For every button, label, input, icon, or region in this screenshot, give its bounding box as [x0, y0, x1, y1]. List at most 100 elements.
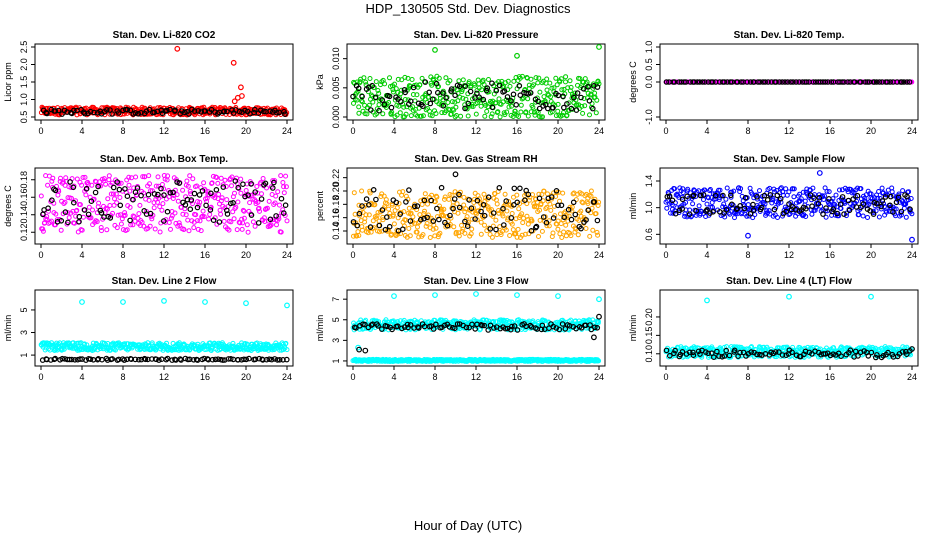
y-tick-label: 1.0 [19, 93, 29, 106]
chart-title: Stan. Dev. Line 2 Flow [112, 276, 217, 287]
x-tick-label: 0 [350, 250, 355, 260]
data-point [513, 102, 520, 108]
data-point [696, 203, 702, 209]
data-point [218, 198, 224, 204]
y-tick-label: 0.12 [19, 223, 29, 241]
data-point [258, 196, 265, 202]
data-point [255, 220, 262, 226]
data-point [482, 113, 488, 119]
data-point [65, 210, 71, 216]
x-tick-label: 12 [471, 126, 481, 136]
data-point [507, 233, 513, 238]
data-point [701, 197, 706, 203]
data-point [778, 185, 784, 191]
data-point [443, 75, 449, 81]
data-point [745, 202, 751, 208]
data-point [394, 205, 400, 211]
x-tick-label: 16 [512, 250, 522, 260]
data-point [147, 223, 153, 229]
data-point [235, 199, 241, 205]
data-point [462, 105, 468, 112]
data-point [456, 83, 463, 90]
data-point [511, 78, 517, 84]
y-tick-label: 0.22 [331, 169, 341, 187]
data-point [240, 181, 246, 188]
data-point [229, 183, 234, 189]
data-point [118, 221, 124, 227]
data-point [363, 196, 370, 202]
outlier-point [120, 299, 126, 305]
data-point [250, 219, 256, 225]
data-point [704, 201, 710, 207]
data-point [401, 87, 408, 93]
data-point [410, 84, 417, 91]
data-point [822, 79, 829, 85]
data-point [59, 111, 65, 117]
data-point [138, 192, 144, 199]
data-point [473, 111, 479, 117]
data-point [148, 188, 154, 194]
data-point [530, 192, 535, 198]
chart-panel-4: Stan. Dev. Amb. Box Temp.degrees C0.120.… [3, 154, 294, 260]
data-point [407, 98, 414, 105]
x-tick-label: 24 [594, 126, 604, 136]
data-point [201, 180, 207, 186]
data-point [74, 207, 80, 213]
x-tick-label: 8 [120, 372, 125, 382]
data-point [744, 79, 750, 85]
data-point [537, 89, 543, 95]
data-point [171, 193, 177, 198]
x-tick-label: 0 [663, 372, 668, 382]
x-tick-label: 12 [784, 126, 794, 136]
data-point [95, 183, 101, 190]
data-point [548, 94, 553, 100]
x-tick-label: 0 [663, 126, 668, 136]
data-point [425, 201, 430, 207]
data-point [79, 227, 85, 233]
data-point [359, 188, 365, 194]
data-point [82, 174, 88, 180]
data-point [516, 83, 523, 89]
x-tick-label: 24 [282, 372, 292, 382]
data-point [217, 207, 223, 213]
chart-panel-3: Stan. Dev. Li-820 Temp.degrees C-1.00.00… [628, 30, 919, 136]
data-point [366, 102, 372, 108]
data-point [216, 191, 222, 197]
data-point [747, 79, 754, 85]
data-point [194, 218, 200, 224]
data-point [479, 87, 485, 93]
data-point [474, 90, 480, 97]
data-point [409, 77, 415, 82]
data-point [281, 190, 287, 196]
x-tick-label: 8 [432, 126, 437, 136]
data-point [104, 206, 110, 212]
data-point [164, 208, 171, 215]
data-point [575, 232, 581, 238]
x-tick-label: 8 [745, 250, 750, 260]
data-point [899, 79, 905, 85]
data-point [467, 88, 474, 95]
data-point [177, 222, 183, 228]
data-point [481, 82, 487, 87]
data-point [191, 225, 197, 231]
data-point [478, 231, 484, 237]
data-point [359, 93, 365, 100]
data-point [582, 103, 588, 109]
data-point [127, 204, 133, 210]
data-point [422, 79, 429, 85]
data-point [542, 98, 548, 104]
data-point [429, 82, 435, 88]
data-point [775, 215, 780, 220]
data-point [589, 101, 595, 107]
y-axis-label: kPa [315, 74, 325, 90]
data-point [38, 193, 44, 199]
y-tick-label: 5 [19, 307, 29, 312]
data-point [587, 233, 593, 239]
data-point [243, 188, 249, 193]
data-point [443, 95, 449, 101]
y-tick-label: 0.5 [19, 111, 29, 124]
chart-title: Stan. Dev. Li-820 Pressure [414, 30, 539, 41]
data-point [429, 113, 435, 119]
data-point [392, 97, 398, 103]
